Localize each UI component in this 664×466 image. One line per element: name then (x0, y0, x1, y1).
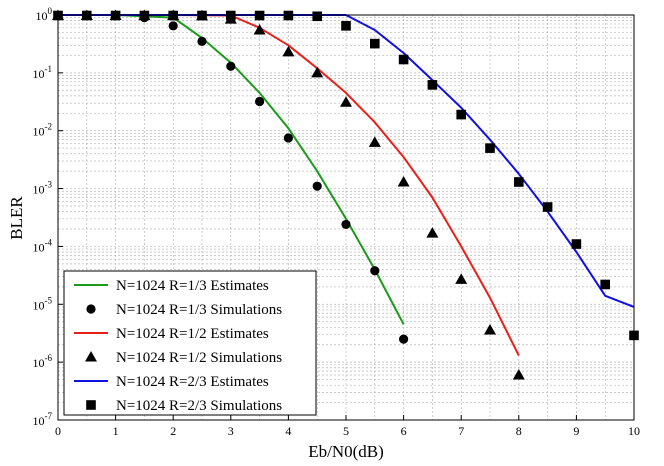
data-point-square (110, 10, 121, 21)
data-point-square (398, 54, 409, 65)
data-point-circle (226, 61, 236, 71)
legend-label: N=1024 R=1/3 Estimates (116, 278, 269, 294)
legend-label: N=1024 R=1/2 Simulations (116, 350, 282, 366)
data-point-square (82, 10, 92, 21)
data-point-square (514, 177, 524, 187)
legend-item: N=1024 R=2/3 Simulations (86, 398, 282, 414)
y-tick-label: 100 (36, 6, 53, 23)
data-point-square (427, 80, 438, 90)
legend-label: N=1024 R=2/3 Estimates (116, 374, 269, 390)
legend-box (63, 270, 317, 416)
data-point-triangle (426, 227, 439, 238)
legend-item: N=1024 R=1/2 Simulations (85, 350, 282, 366)
data-point-circle (197, 36, 207, 46)
x-tick-label: 5 (343, 424, 349, 438)
data-point-circle (168, 21, 178, 31)
data-point-square (341, 21, 351, 31)
data-point-triangle (282, 45, 295, 57)
data-point-circle (283, 133, 293, 143)
x-tick-label: 1 (113, 424, 119, 438)
legend-item: N=1024 R=1/2 Estimates (74, 326, 269, 342)
x-tick-label: 6 (401, 424, 407, 438)
data-point-square (139, 10, 150, 21)
data-point-square (571, 239, 582, 249)
legend-item: N=1024 R=1/3 Estimates (74, 278, 269, 294)
y-axis-label: BLER (7, 196, 26, 240)
y-tick-label: 10-2 (33, 122, 53, 139)
data-point-square (226, 10, 236, 21)
x-tick-label: 9 (573, 424, 579, 438)
legend-item: N=1024 R=1/3 Simulations (86, 302, 282, 318)
data-point-triangle (253, 24, 266, 35)
data-point-triangle (368, 136, 381, 147)
data-point-square (312, 11, 322, 22)
data-point-square (370, 38, 380, 49)
x-tick-label: 2 (170, 424, 176, 438)
x-tick-labels: 0 1 2 3 4 5 6 7 8 9 10 (55, 415, 640, 438)
data-point-square (456, 109, 466, 120)
x-tick-label: 3 (228, 424, 234, 438)
data-point-circle (255, 96, 265, 107)
legend-label: N=1024 R=2/3 Simulations (116, 398, 282, 414)
legend-label: N=1024 R=1/2 Estimates (116, 326, 269, 342)
legend-marker-circle (86, 304, 96, 314)
data-point-triangle (512, 368, 525, 380)
y-tick-label: 10-6 (33, 353, 53, 370)
legend-item: N=1024 R=2/3 Estimates (74, 374, 269, 390)
data-point-circle (312, 181, 322, 191)
y-tick-label: 10-3 (33, 180, 53, 197)
series-1 (58, 14, 405, 325)
y-tick-label: 10-7 (33, 411, 53, 428)
data-point-triangle (484, 323, 496, 335)
data-point-square (168, 10, 178, 21)
data-point-square (197, 10, 207, 21)
x-tick-label: 0 (55, 424, 61, 438)
y-tick-label: 10-4 (33, 237, 53, 254)
data-point-triangle (311, 66, 324, 78)
data-point-circle (370, 266, 380, 276)
legend: N=1024 R=1/3 Estimates N=1024 R=1/3 Simul… (63, 270, 317, 416)
y-tick-labels: 100 10-1 10-2 10-3 10-4 10-5 10-6 10-7 (33, 6, 63, 428)
x-axis-label: Eb/N0(dB) (308, 442, 384, 461)
data-point-triangle (397, 175, 410, 187)
x-tick-label: 4 (285, 424, 291, 438)
legend-marker-square (86, 400, 96, 410)
data-point-square (485, 143, 495, 153)
data-point-triangle (455, 273, 468, 284)
data-point-square (600, 279, 610, 290)
x-tick-label: 8 (516, 424, 522, 438)
legend-label: N=1024 R=1/3 Simulations (116, 302, 282, 318)
data-point-square (254, 10, 265, 21)
data-point-circle (399, 334, 409, 344)
series-line (58, 14, 405, 325)
x-tick-label: 7 (458, 424, 464, 438)
data-point-square (283, 10, 294, 21)
y-tick-label: 10-1 (33, 64, 53, 81)
legend-marker-triangle (85, 351, 97, 362)
x-tick-label: 10 (628, 424, 640, 438)
y-tick-label: 10-5 (33, 295, 53, 312)
data-point-circle (341, 219, 351, 230)
data-point-square (542, 202, 553, 212)
data-point-triangle (340, 96, 352, 107)
